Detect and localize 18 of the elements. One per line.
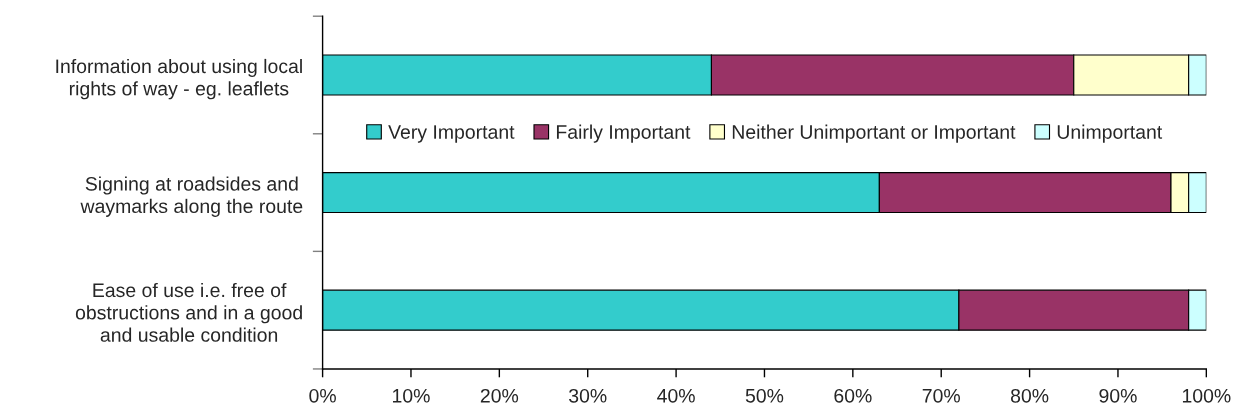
legend-label: Very Important — [388, 125, 515, 143]
x-tick-label: 0% — [309, 388, 336, 403]
x-tick-label: 50% — [745, 388, 784, 403]
legend-label: Fairly Important — [556, 124, 691, 143]
x-tick-label: 30% — [569, 388, 607, 403]
y-tick-label: Information about using local rights of way - eg. leaflets — [56, 58, 302, 100]
x-tick-label: 90% — [1099, 388, 1137, 403]
x-tick-label: 70% — [922, 388, 960, 403]
x-tick-label: 80% — [1010, 388, 1049, 403]
x-tick-label: 40% — [657, 388, 695, 403]
legend-label: Neither Unimportant or Important — [732, 124, 1016, 143]
legend-label: Unimportant — [1057, 124, 1163, 143]
y-tick-label: Ease of use i.e. free of obstructions and in a good and usable condition — [75, 282, 302, 342]
x-tick-label: 100% — [1182, 388, 1231, 403]
y-tick-label: Signing at roadsides and waymarks along the route — [80, 176, 303, 217]
x-tick-label: 20% — [480, 388, 519, 403]
x-tick-label: 10% — [392, 388, 430, 403]
x-tick-label: 60% — [834, 388, 872, 403]
